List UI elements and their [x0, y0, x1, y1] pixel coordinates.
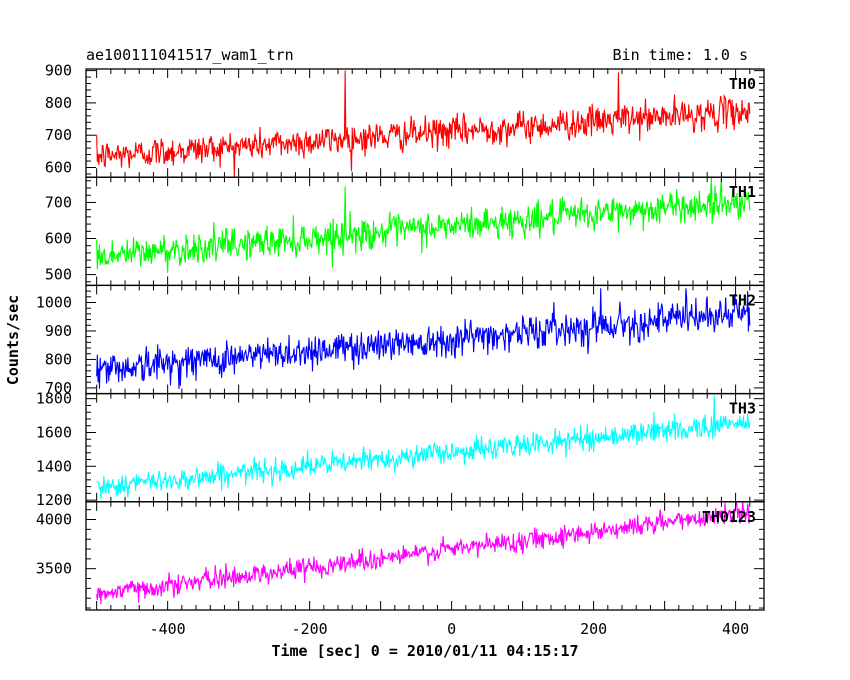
x-tick-label: -400: [150, 620, 186, 638]
y-tick-label: 1800: [36, 390, 72, 408]
y-tick-label: 700: [45, 126, 72, 144]
panel-th2: 700 800 900 1000 TH2: [36, 284, 765, 397]
panel-th3: 1200 1400 1600 1800 TH3: [36, 390, 765, 509]
series-line-th2: [96, 288, 751, 389]
x-axis-label: Time [sec] 0 = 2010/01/11 04:15:17: [271, 642, 578, 660]
y-tick-label: 900: [45, 322, 72, 340]
y-tick-label: 3500: [36, 560, 72, 578]
panels: 600 700 800 900 TH0 500 600 700 TH1 700 800 900 1000…: [36, 62, 765, 638]
panel-label: TH0123: [702, 508, 756, 526]
panel-th0123: 3500 4000 TH0123: [36, 501, 765, 611]
y-tick-label: 800: [45, 350, 72, 368]
y-tick-label: 1400: [36, 457, 72, 475]
x-tick-labels: -400 -200 0 200 400: [150, 620, 750, 638]
panel-th1: 500 600 700 TH1: [45, 176, 765, 287]
x-tick-label: 0: [447, 620, 456, 638]
panel-frame: [85, 501, 765, 611]
panel-frame: [85, 284, 765, 395]
y-tick-label: 4000: [36, 511, 72, 529]
y-tick-label: 600: [45, 159, 72, 177]
y-tick-label: 500: [45, 266, 72, 284]
y-tick-label: 800: [45, 94, 72, 112]
series-line-th1: [96, 177, 751, 273]
y-tick-label: 900: [45, 62, 72, 80]
x-tick-label: -200: [292, 620, 328, 638]
y-tick-label: 1000: [36, 293, 72, 311]
y-axis-label: Counts/sec: [4, 295, 22, 385]
y-tick-label: 1600: [36, 423, 72, 441]
panel-label: TH1: [729, 183, 756, 201]
panel-th0: 600 700 800 900 TH0: [45, 62, 765, 178]
y-tick-label: 700: [45, 379, 72, 397]
y-tick-label: 1200: [36, 491, 72, 509]
series-line-th0123: [96, 501, 751, 605]
chart-title: ae100111041517_wam1_trn: [86, 46, 294, 64]
panel-label: TH0: [729, 75, 756, 93]
series-line-th0: [96, 70, 751, 178]
x-tick-label: 200: [580, 620, 607, 638]
panel-label: TH3: [729, 400, 756, 418]
chart-subtitle: Bin time: 1.0 s: [613, 46, 748, 64]
x-tick-label: 400: [722, 620, 749, 638]
y-tick-label: 700: [45, 193, 72, 211]
panel-label: TH2: [729, 291, 756, 309]
y-tick-label: 600: [45, 230, 72, 248]
series-line-th3: [96, 395, 751, 499]
